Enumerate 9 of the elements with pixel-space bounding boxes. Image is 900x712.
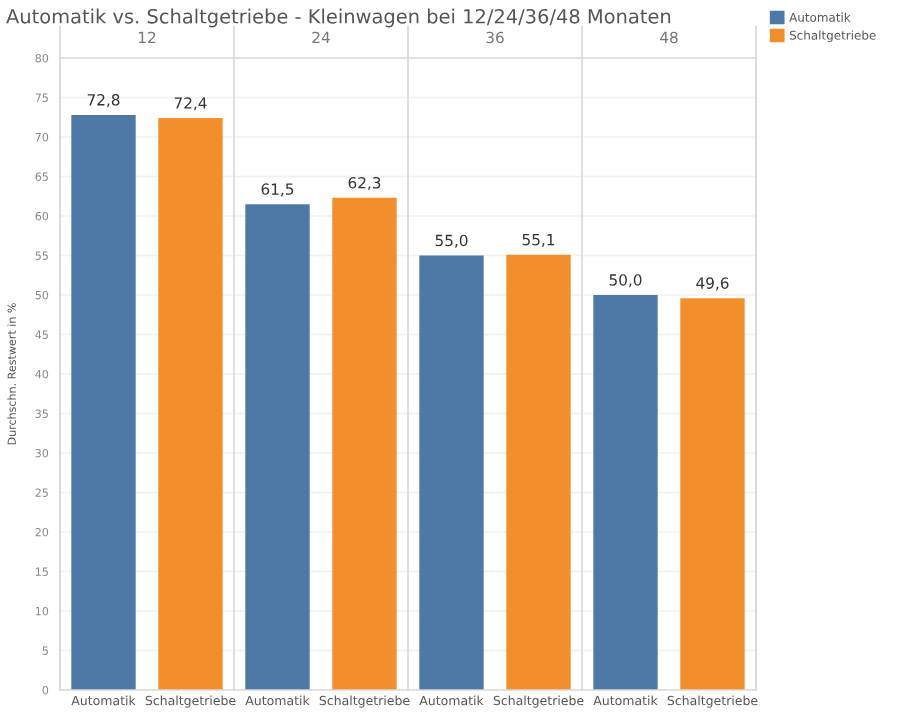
bar: [419, 255, 484, 690]
bar: [680, 298, 745, 690]
bar: [245, 204, 310, 690]
bar: [593, 295, 658, 690]
bar: [332, 197, 397, 690]
bar: [71, 114, 136, 690]
bar: [506, 254, 571, 690]
bar: [158, 118, 223, 690]
chart-title: Automatik vs. Schaltgetriebe - Kleinwagen bei 12/24/36/48 Monaten: [6, 8, 671, 28]
